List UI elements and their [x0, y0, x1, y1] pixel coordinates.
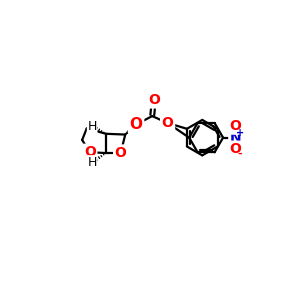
Text: O: O — [148, 93, 160, 107]
Text: O: O — [230, 142, 241, 156]
Polygon shape — [125, 123, 138, 135]
Text: H: H — [88, 120, 97, 133]
Text: O: O — [84, 145, 96, 159]
Text: N: N — [230, 130, 241, 145]
Text: -: - — [238, 149, 242, 159]
Text: +: + — [236, 128, 244, 138]
Text: O: O — [230, 119, 241, 133]
Text: O: O — [115, 146, 127, 160]
Text: H: H — [88, 156, 97, 169]
Text: O: O — [162, 116, 173, 130]
Text: O: O — [130, 117, 142, 132]
